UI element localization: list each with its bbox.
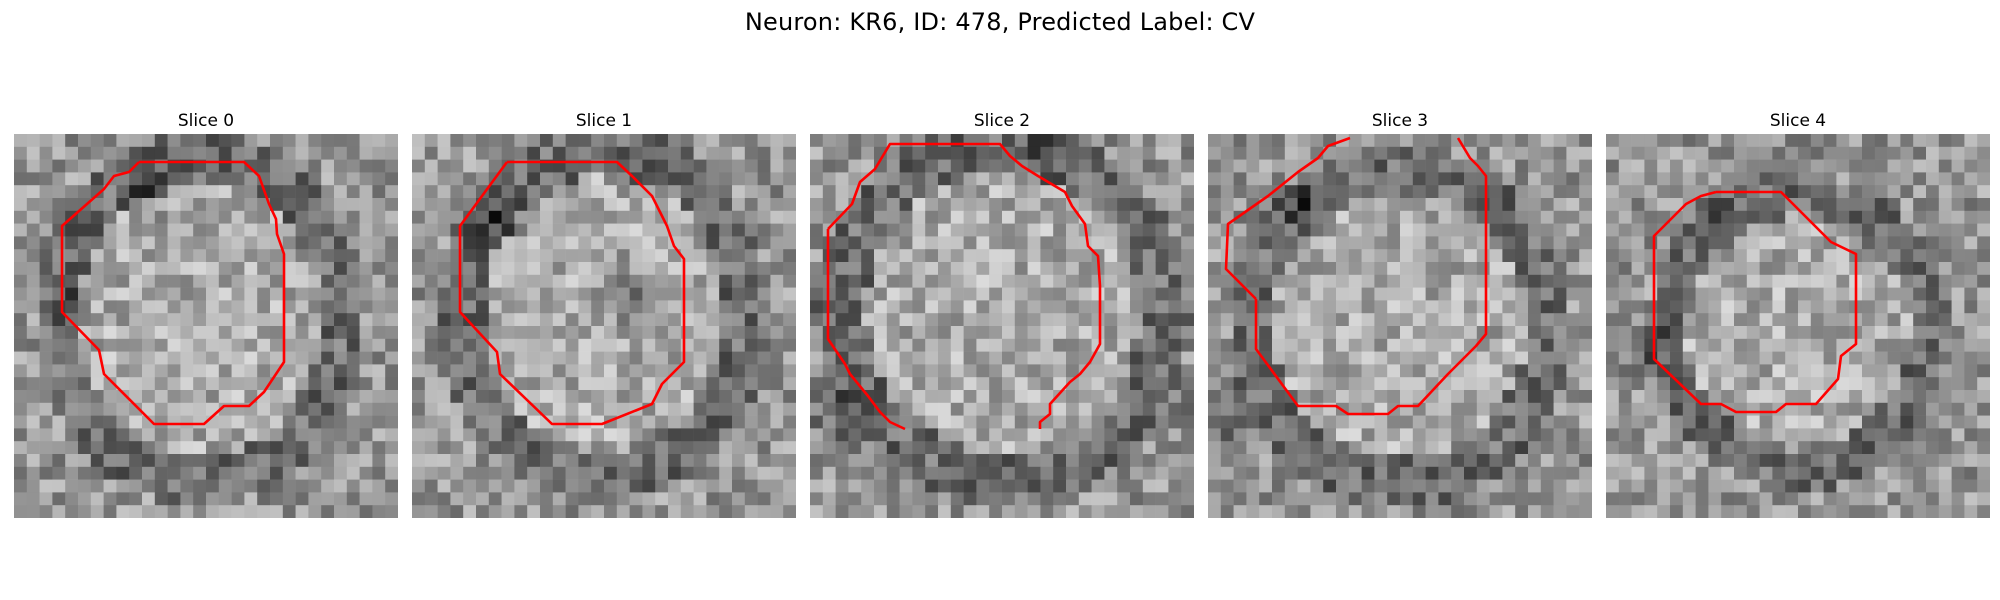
contour-line-0 bbox=[1652, 190, 1858, 414]
slice-panel-4: Slice 4 bbox=[1606, 108, 1990, 518]
slice-pixels bbox=[412, 134, 796, 518]
contour-line-1 bbox=[1254, 137, 1488, 416]
slice-pixels bbox=[14, 134, 398, 518]
slice-title-3: Slice 3 bbox=[1371, 111, 1429, 131]
figure-title: Neuron: KR6, ID: 478, Predicted Label: C… bbox=[744, 8, 1256, 36]
slice-panel-0: Slice 0 bbox=[14, 108, 398, 518]
slice-panel-1: Slice 1 bbox=[412, 108, 796, 518]
slice-image-3 bbox=[1208, 134, 1592, 518]
slice-pixels bbox=[810, 134, 1194, 518]
slice-panel-2: Slice 2 bbox=[810, 108, 1194, 518]
slice-image-2 bbox=[810, 134, 1194, 518]
slice-image-4 bbox=[1606, 134, 1990, 518]
slice-title-0: Slice 0 bbox=[177, 111, 235, 131]
contour-line-1 bbox=[826, 229, 906, 431]
slice-title-2: Slice 2 bbox=[973, 111, 1031, 131]
slice-pixels bbox=[1208, 134, 1592, 518]
contour-line-0 bbox=[60, 160, 286, 426]
slice-title-4: Slice 4 bbox=[1769, 111, 1827, 131]
slice-image-1 bbox=[412, 134, 796, 518]
slice-image-0 bbox=[14, 134, 398, 518]
contour-line-0 bbox=[827, 142, 1102, 429]
contour-line-0 bbox=[458, 160, 686, 426]
contour-line-0 bbox=[1224, 136, 1351, 300]
slice-title-1: Slice 1 bbox=[575, 111, 633, 131]
slice-pixels bbox=[1606, 134, 1990, 518]
slice-panel-3: Slice 3 bbox=[1208, 108, 1592, 518]
